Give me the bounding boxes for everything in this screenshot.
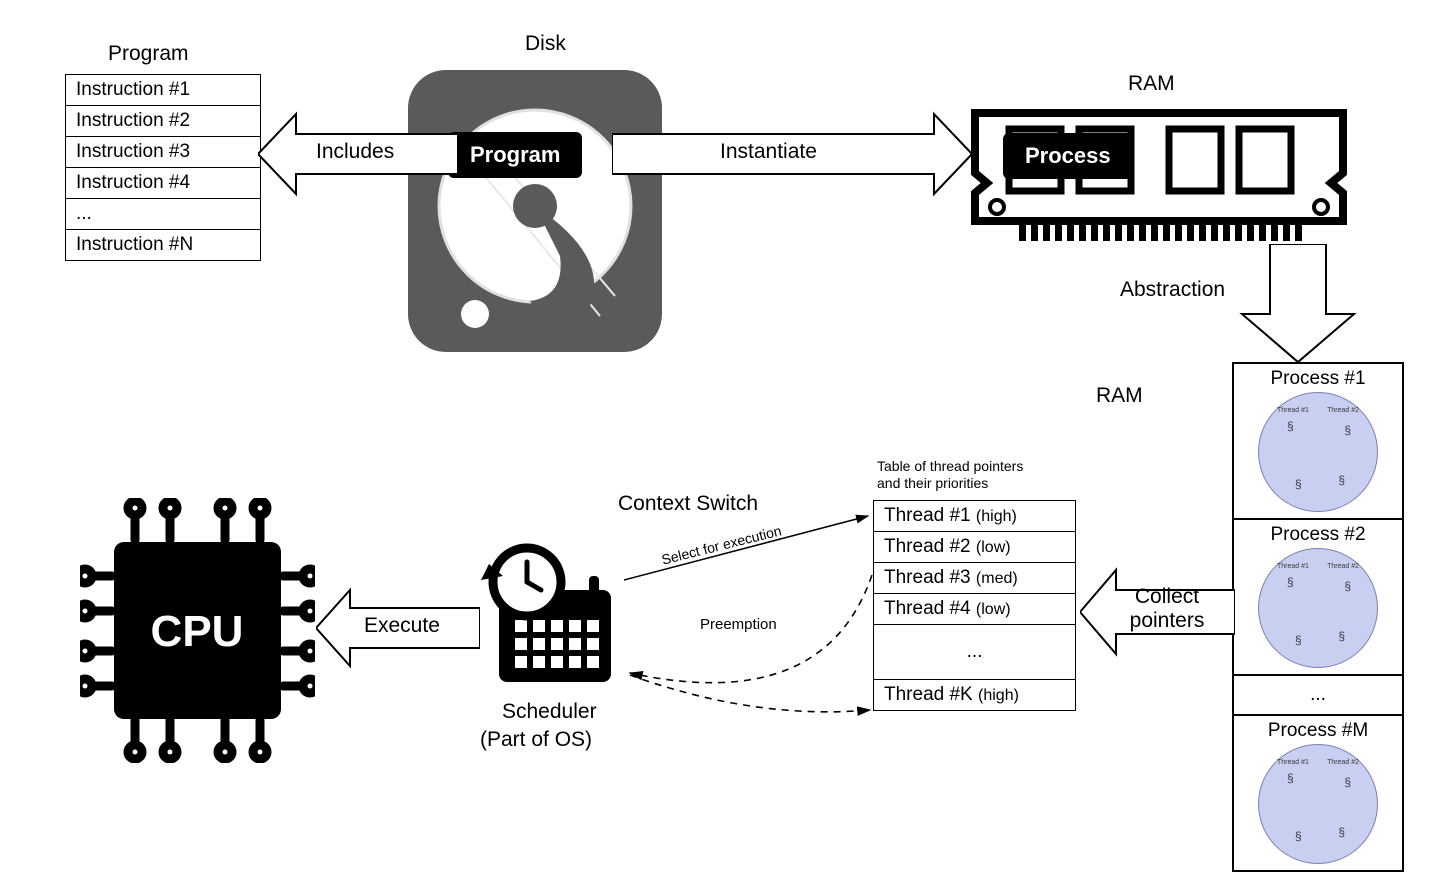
program-pill: Program [448,132,582,178]
disk-icon [390,56,680,366]
preemption-label: Preemption [700,616,777,634]
process-circle: Thread #1 Thread #2 § § § § [1258,744,1378,864]
scheduler-icon [475,540,625,690]
instantiate-label: Instantiate [720,140,817,164]
table-row: Thread #2 (low) [874,532,1075,563]
table-row: Instruction #4 [66,168,260,199]
process-card-title: Process #M [1234,720,1402,742]
thread-table-caption: Table of thread pointers and their prior… [877,458,1023,492]
ram-top-label: RAM [1128,72,1175,96]
table-row: ... [66,199,260,230]
process-card-title: Process #1 [1234,368,1402,390]
table-row: Instruction #2 [66,106,260,137]
thread-tiny-label: Thread #1 [1277,759,1309,766]
table-row: ... [874,625,1075,680]
process-card-title: Process #2 [1234,524,1402,546]
thread-tiny-label: Thread #2 [1327,759,1359,766]
collect-pointers-label: Collect pointers [1122,585,1212,633]
process-circle: Thread #1 Thread #2 § § § § [1258,392,1378,512]
table-row: Thread #4 (low) [874,594,1075,625]
process-cards-container: Process #1 Thread #1 Thread #2 § § § § P… [1232,362,1404,872]
ram-right-label: RAM [1096,384,1143,408]
process-card: Process #1 Thread #1 Thread #2 § § § § [1233,363,1403,519]
includes-label: Includes [316,140,394,164]
scheduler-sublabel: (Part of OS) [480,728,592,752]
table-row: Thread #3 (med) [874,563,1075,594]
thread-table: Thread #1 (high) Thread #2 (low) Thread … [873,500,1076,711]
instruction-table: Instruction #1 Instruction #2 Instructio… [65,74,261,261]
process-pill: Process [1003,133,1133,179]
scheduler-label: Scheduler [502,700,597,724]
preemption-arrow [624,575,880,725]
abstraction-arrow [1238,244,1358,364]
table-row: Instruction #3 [66,137,260,168]
thread-tiny-label: Thread #1 [1277,563,1309,570]
cpu-icon: CPU [80,498,315,763]
thread-tiny-label: Thread #2 [1327,407,1359,414]
table-row: Thread #K (high) [874,680,1075,710]
process-circle: Thread #1 Thread #2 § § § § [1258,548,1378,668]
disk-label: Disk [525,32,566,56]
process-card-ellipsis: ... [1233,675,1403,715]
execute-label: Execute [364,614,440,638]
process-card: Process #2 Thread #1 Thread #2 § § § § [1233,519,1403,675]
thread-tiny-label: Thread #1 [1277,407,1309,414]
cpu-text: CPU [151,607,244,656]
table-row: Instruction #N [66,230,260,260]
table-row: Thread #1 (high) [874,501,1075,532]
program-label: Program [108,42,189,66]
process-card: Process #M Thread #1 Thread #2 § § § § [1233,715,1403,871]
table-row: Instruction #1 [66,75,260,106]
thread-tiny-label: Thread #2 [1327,563,1359,570]
abstraction-label: Abstraction [1120,278,1225,302]
